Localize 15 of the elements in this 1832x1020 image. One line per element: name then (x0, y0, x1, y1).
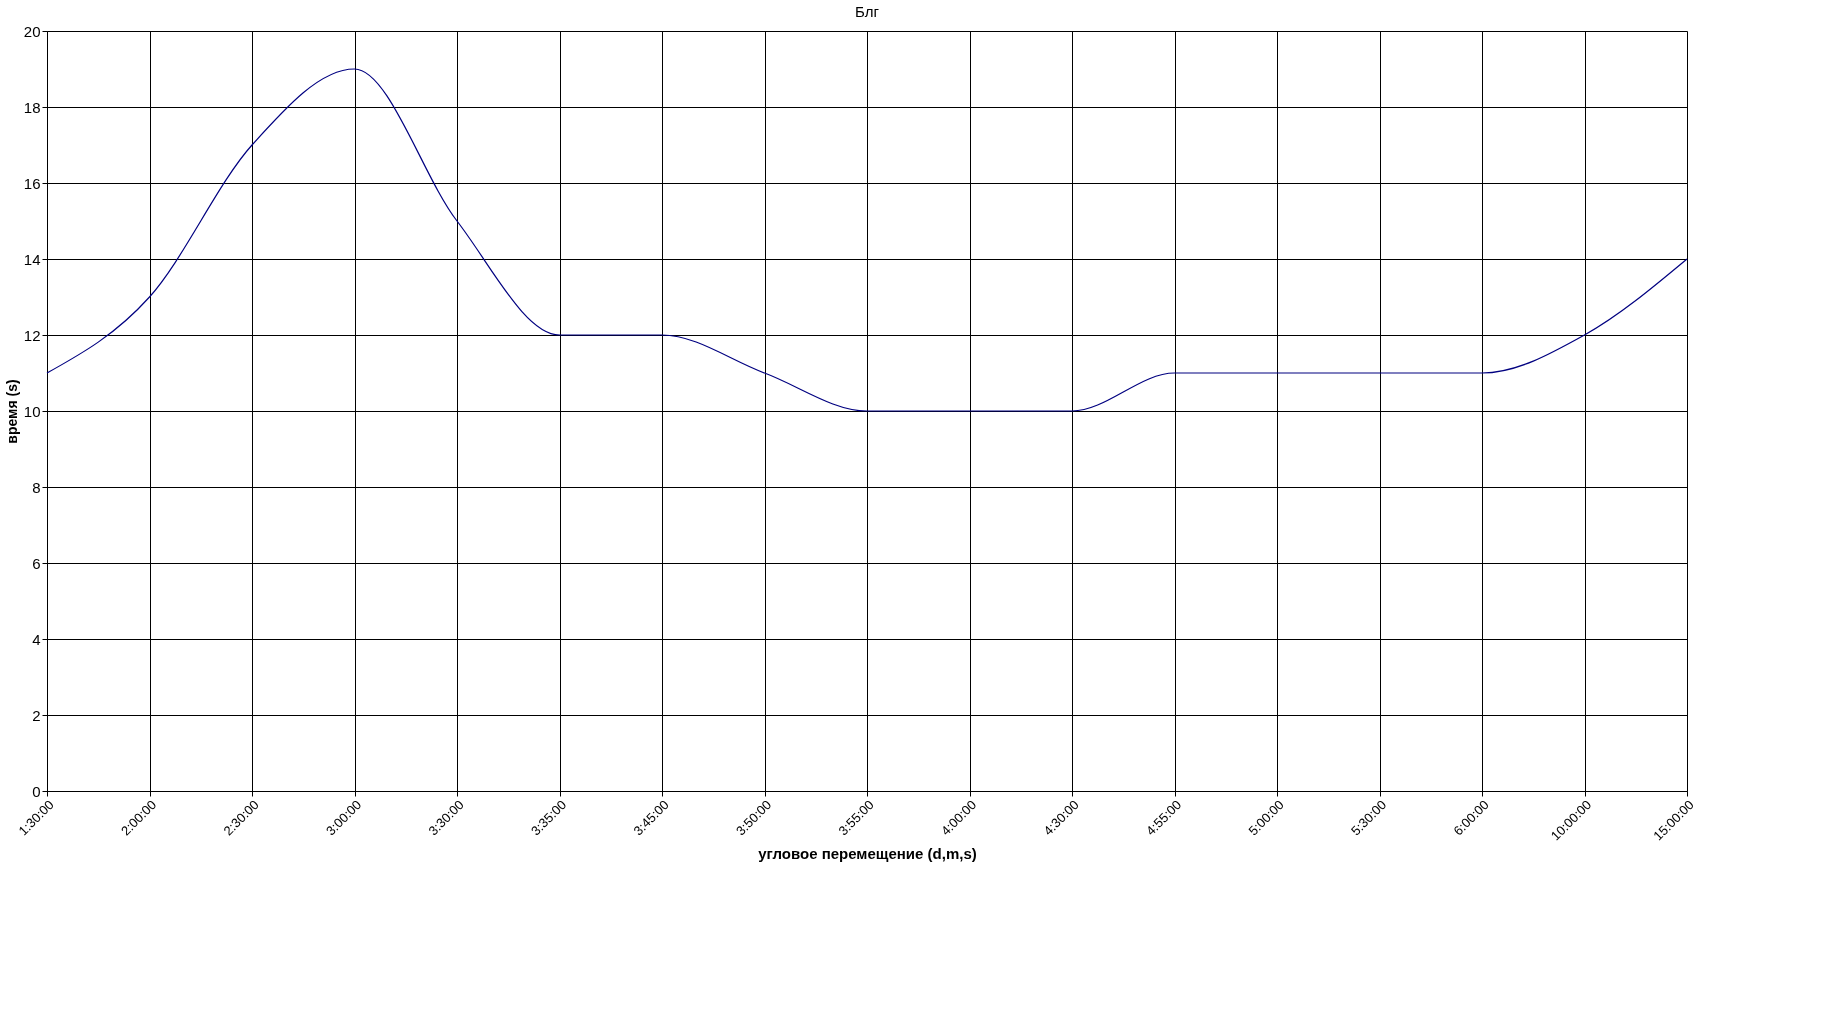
y-tick-label: 6 (32, 554, 41, 572)
y-tick-label: 12 (23, 326, 41, 344)
y-tick-label: 4 (32, 630, 41, 648)
y-tick-label: 20 (23, 22, 41, 40)
y-tick-label: 14 (23, 250, 41, 268)
x-axis-title: угловое перемещение (d,m,s) (758, 845, 977, 863)
y-tick-label: 2 (32, 706, 41, 724)
y-tick-label: 8 (32, 478, 41, 496)
y-tick-label: 10 (23, 402, 41, 420)
y-tick-label: 16 (23, 174, 41, 192)
y-tick-label: 18 (23, 98, 41, 116)
line-series (46, 68, 1688, 412)
y-tick-label: 0 (32, 782, 41, 800)
chart-title: Блг (855, 3, 880, 20)
y-axis-title: время (s) (3, 379, 20, 444)
